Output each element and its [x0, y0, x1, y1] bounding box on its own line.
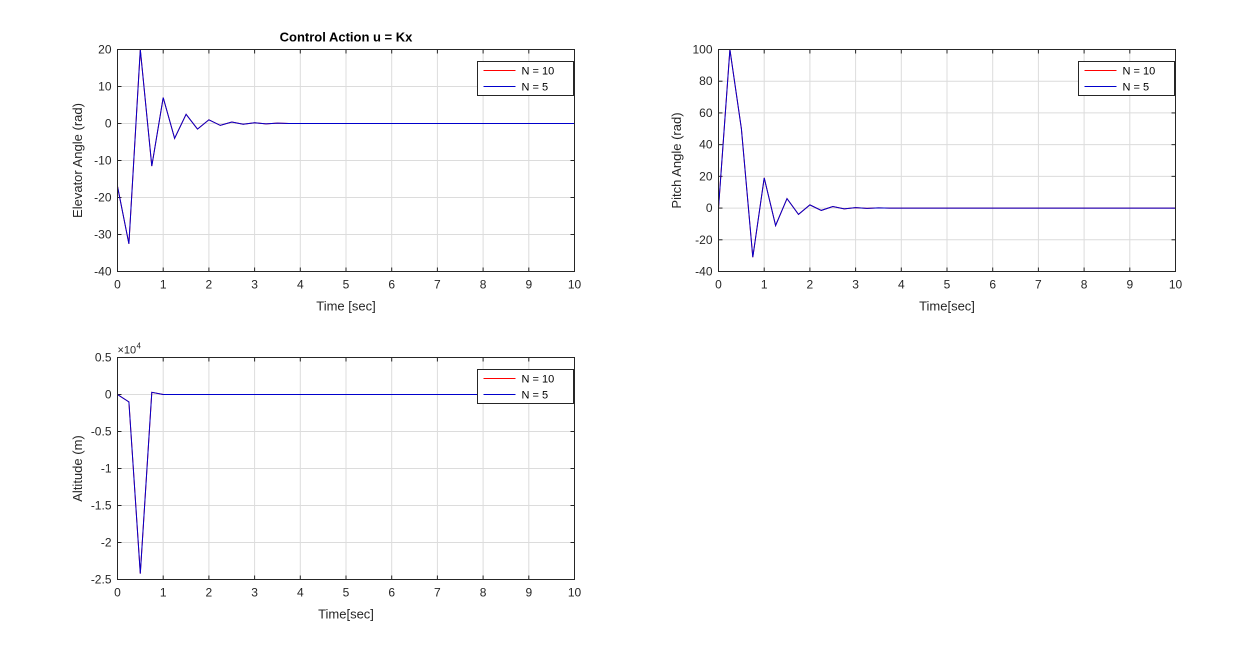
legend: N = 10 N = 5	[477, 369, 574, 404]
x-tick-label: 8	[480, 278, 487, 292]
x-tick-label: 6	[388, 586, 395, 600]
series-line-n5	[718, 49, 1176, 258]
y-tick-label: -0.5	[91, 425, 112, 439]
legend: N = 10 N = 5	[1078, 61, 1175, 96]
x-tick-label: 7	[1035, 278, 1042, 292]
x-tick-label: 7	[434, 586, 441, 600]
subplot-2: 0 1 2 3 4 5 6 7 8 9 10 -40 -20 0 20 40 60 80 100 Time[sec] P…	[669, 43, 1182, 314]
x-tick-label: 0	[114, 586, 121, 600]
x-tick-label: 8	[1081, 278, 1088, 292]
y-tick-label: 60	[699, 106, 713, 120]
legend-label: N = 5	[522, 82, 549, 94]
x-tick-label: 3	[251, 278, 258, 292]
x-axis-label: Time[sec]	[318, 607, 374, 622]
y-axis-label: Altitude (m)	[70, 435, 85, 501]
y-tick-label: 80	[699, 74, 713, 88]
x-tick-label: 9	[525, 278, 532, 292]
y-tick-label: 40	[699, 138, 713, 152]
y-tick-label: 100	[692, 43, 712, 57]
x-tick-label: 5	[343, 586, 350, 600]
y-axis-label: Pitch Angle (rad)	[669, 112, 684, 208]
x-tick-label: 5	[944, 278, 951, 292]
legend: N = 10 N = 5	[477, 61, 574, 96]
y-axis-label: Elevator Angle (rad)	[70, 103, 85, 218]
x-tick-label: 8	[480, 586, 487, 600]
x-tick-label: 1	[761, 278, 768, 292]
chart-title: Control Action u = Kx	[280, 30, 414, 45]
legend-label: N = 10	[522, 66, 555, 78]
series-line-n5	[117, 391, 575, 574]
legend-label: N = 5	[522, 390, 549, 402]
y-tick-label: -2.5	[91, 573, 112, 587]
y-tick-label: 0	[105, 117, 112, 131]
axes-box	[718, 49, 1176, 272]
legend-box	[1078, 61, 1175, 96]
x-axis-label: Time [sec]	[316, 299, 375, 314]
x-tick-label: 1	[160, 586, 167, 600]
series-line-n5	[117, 49, 575, 244]
axes-box	[117, 49, 575, 272]
y-tick-label: -10	[94, 154, 112, 168]
y-tick-label: 0	[706, 201, 713, 215]
legend-label: N = 10	[1123, 66, 1156, 78]
y-tick-label: -1.5	[91, 499, 112, 513]
x-tick-label: 0	[715, 278, 722, 292]
x-tick-label: 2	[807, 278, 814, 292]
x-tick-label: 2	[206, 586, 213, 600]
y-tick-label: -40	[695, 265, 713, 279]
x-tick-label: 9	[525, 586, 532, 600]
x-tick-label: 3	[251, 586, 258, 600]
x-tick-label: 1	[160, 278, 167, 292]
y-tick-label: -40	[94, 265, 112, 279]
x-tick-label: 3	[852, 278, 859, 292]
legend-label: N = 5	[1123, 82, 1150, 94]
legend-box	[477, 61, 574, 96]
y-tick-label: -20	[94, 191, 112, 205]
y-axis-multiplier-exponent: 4	[137, 342, 142, 351]
x-tick-label: 4	[297, 278, 304, 292]
y-tick-label: 0	[105, 388, 112, 402]
x-tick-label: 0	[114, 278, 121, 292]
y-tick-label: -30	[94, 228, 112, 242]
y-tick-label: 0.5	[95, 351, 112, 365]
x-tick-label: 4	[898, 278, 905, 292]
x-tick-label: 6	[989, 278, 996, 292]
y-tick-label: 20	[98, 43, 112, 57]
x-axis-label: Time[sec]	[919, 299, 975, 314]
y-tick-label: -1	[101, 462, 112, 476]
x-tick-label: 2	[206, 278, 213, 292]
legend-label: N = 10	[522, 374, 555, 386]
subplot-1: 0 1 2 3 4 5 6 7 8 9 10 -40 -30 -20 -10 0 10 20 Control Act…	[70, 30, 581, 314]
y-tick-label: 20	[699, 169, 713, 183]
axes-box	[117, 357, 575, 580]
x-tick-label: 10	[568, 586, 582, 600]
y-tick-label: -20	[695, 233, 713, 247]
legend-box	[477, 369, 574, 404]
y-tick-label: -2	[101, 536, 112, 550]
y-tick-label: 10	[98, 80, 112, 94]
x-tick-label: 5	[343, 278, 350, 292]
y-axis-multiplier: ×10	[118, 345, 137, 357]
x-tick-label: 10	[568, 278, 582, 292]
x-tick-label: 9	[1126, 278, 1133, 292]
x-tick-label: 7	[434, 278, 441, 292]
x-tick-label: 10	[1169, 278, 1183, 292]
x-tick-label: 4	[297, 586, 304, 600]
subplot-3: 0 1 2 3 4 5 6 7 8 9 10 -2.5 -2 -1.5 -1 -0.5 0 0.5 Time[sec…	[70, 342, 581, 622]
x-tick-label: 6	[388, 278, 395, 292]
